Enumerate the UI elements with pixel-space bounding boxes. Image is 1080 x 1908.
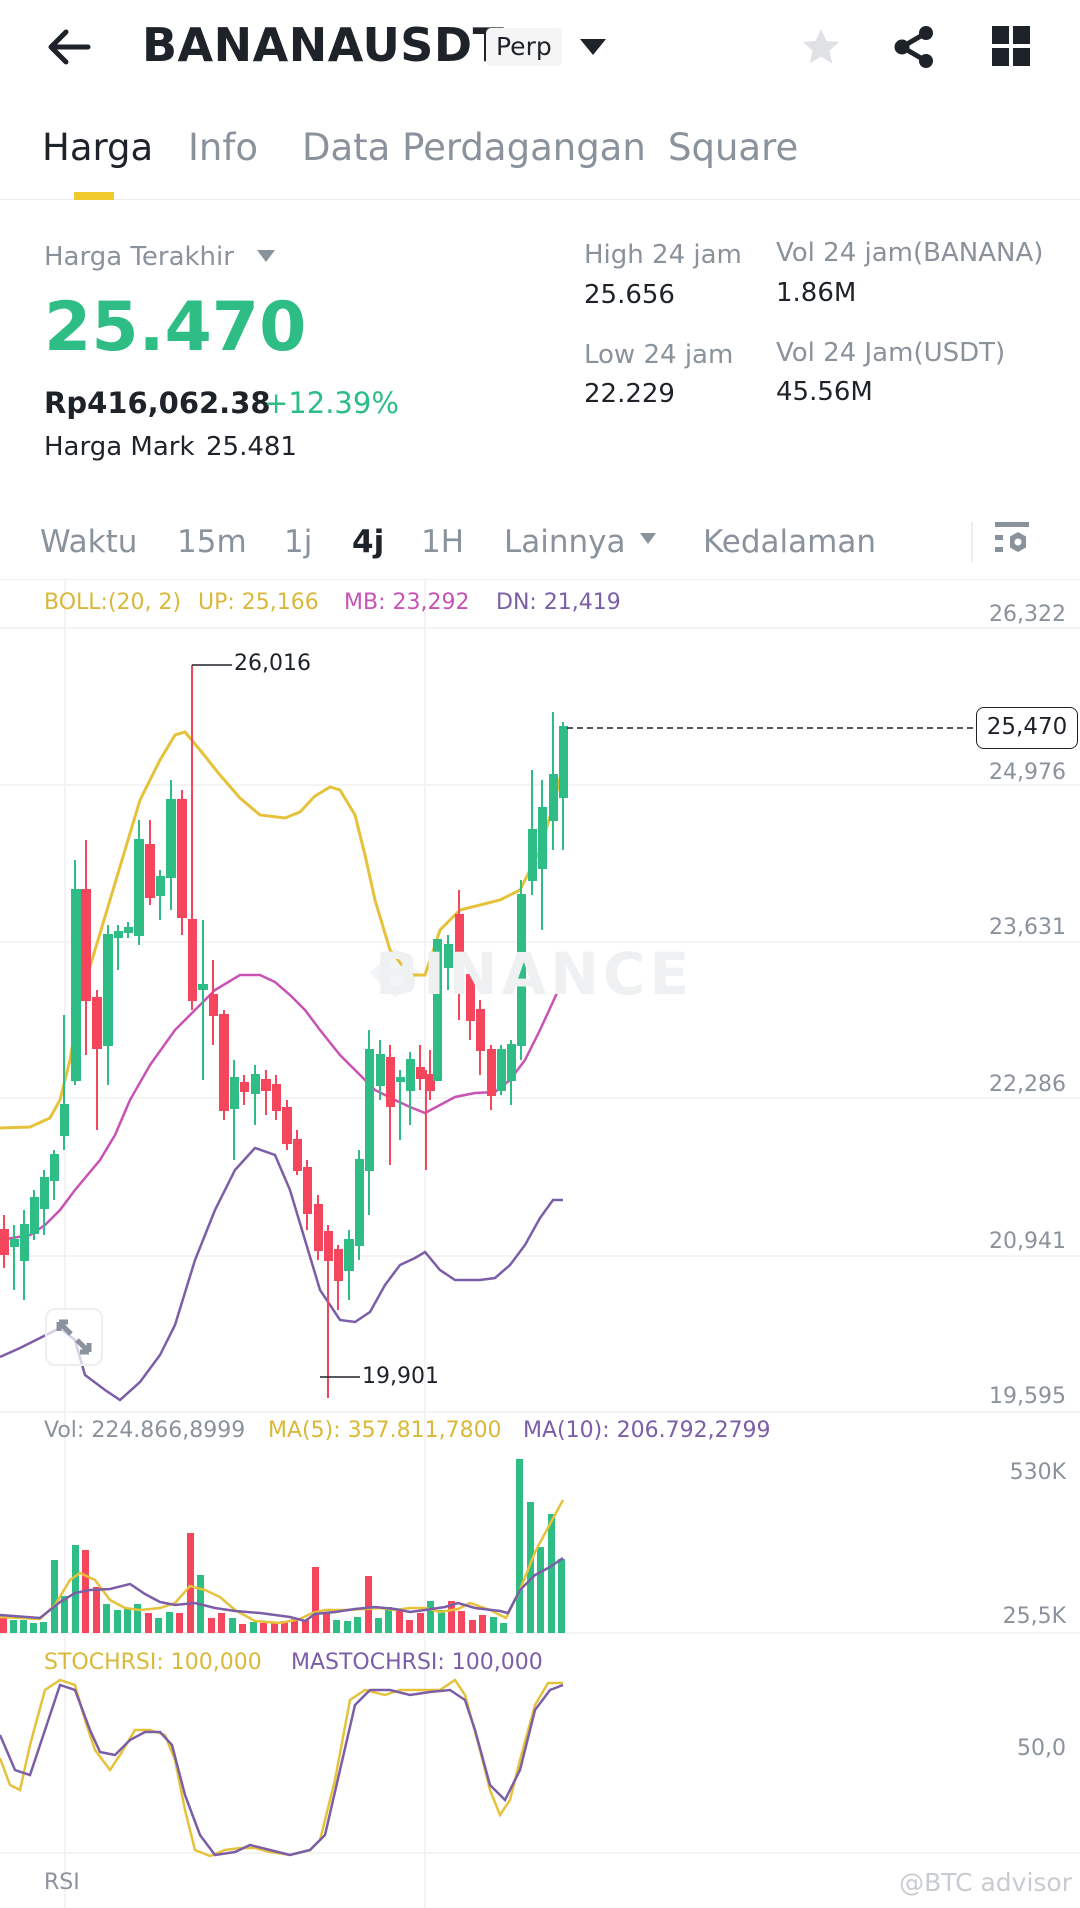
timeframe-1h[interactable]: 1H	[421, 524, 465, 560]
grid-menu-icon	[992, 26, 1030, 66]
more-label: Lainnya	[504, 524, 626, 560]
mark-price-label: Harga Mark	[44, 432, 195, 462]
volume-axis-label: 530K	[1009, 1460, 1066, 1485]
top-bar: BANANAUSDT Perp	[0, 0, 1080, 96]
back-arrow-icon	[48, 29, 91, 65]
low-24h-value: 22.229	[584, 379, 675, 409]
vol-quote-value: 45.56M	[776, 377, 873, 407]
y-axis-label: 22,286	[989, 1072, 1066, 1097]
boll-up-value: UP: 25,166	[198, 590, 319, 615]
mark-price: 25.481	[206, 432, 297, 462]
last-price: 25.470	[44, 288, 307, 367]
low-marker-label: 19,901	[362, 1364, 439, 1389]
mastochrsi-legend: MASTOCHRSI: 100,000	[291, 1650, 543, 1675]
stochrsi-axis-label: 50,0	[1017, 1736, 1066, 1761]
y-axis-label: 26,322	[989, 602, 1066, 627]
fullscreen-button[interactable]	[45, 1308, 103, 1366]
price-chart[interactable]	[0, 580, 1080, 1908]
stochrsi-legend: STOCHRSI: 100,000	[44, 1650, 262, 1675]
price-change-percent: +12.39%	[264, 386, 399, 420]
depth-tab[interactable]: Kedalaman	[703, 524, 876, 560]
timeframe-waktu[interactable]: Waktu	[40, 524, 138, 560]
last-price-tag: 25,470	[976, 707, 1078, 749]
share-icon	[894, 26, 933, 68]
caret-down-icon	[640, 532, 657, 544]
y-axis-label: 23,631	[989, 915, 1066, 940]
caret-down-icon	[580, 39, 606, 55]
symbol-title[interactable]: BANANAUSDT	[142, 18, 505, 72]
more-menu-button[interactable]	[992, 26, 1030, 66]
volume-axis-label: 25,5K	[1002, 1604, 1066, 1629]
last-price-label: Harga Terakhir	[44, 242, 234, 272]
high-24h-value: 25.656	[584, 280, 675, 310]
high-24h-label: High 24 jam	[584, 240, 742, 270]
timeframe-4j[interactable]: 4j	[352, 524, 385, 560]
credit-watermark: @BTC advisor	[899, 1868, 1072, 1897]
vol-base-label: Vol 24 jam(BANANA)	[776, 238, 1044, 268]
volume-legend: Vol: 224.866,8999	[44, 1418, 246, 1443]
vol-quote-label: Vol 24 Jam(USDT)	[776, 338, 1006, 368]
star-icon	[802, 28, 840, 64]
y-axis-label: 20,941	[989, 1229, 1066, 1254]
volume-ma10-legend: MA(10): 206.792,2799	[523, 1418, 771, 1443]
favorite-button[interactable]	[798, 24, 844, 70]
timeframe-15m[interactable]: 15m	[177, 524, 247, 560]
volume-ma5-legend: MA(5): 357.811,7800	[268, 1418, 502, 1443]
tab-harga[interactable]: Harga	[42, 126, 154, 169]
rsi-indicator-tab[interactable]: RSI	[44, 1870, 80, 1895]
divider	[971, 522, 973, 562]
indicator-settings-icon	[995, 522, 1029, 552]
fiat-price: Rp416,062.38	[44, 386, 271, 420]
high-marker-label: 26,016	[234, 651, 311, 676]
contract-type-badge: Perp	[486, 28, 562, 66]
chart-settings-button[interactable]	[995, 522, 1029, 562]
active-tab-indicator	[74, 192, 114, 200]
boll-legend: BOLL:(20, 2)	[44, 590, 182, 615]
binance-watermark: BINANCE	[375, 940, 693, 1008]
timeframe-bar: Waktu 15m 1j 4j 1H Lainnya Kedalaman	[0, 512, 1080, 580]
boll-mb-value: MB: 23,292	[344, 590, 470, 615]
y-axis-label: 19,595	[989, 1384, 1066, 1409]
tab-data-perdagangan[interactable]: Data Perdagangan	[302, 126, 646, 169]
vol-base-value: 1.86M	[776, 278, 857, 308]
expand-icon	[56, 1319, 92, 1355]
timeframe-1j[interactable]: 1j	[284, 524, 313, 560]
boll-dn-value: DN: 21,419	[496, 590, 621, 615]
back-button[interactable]	[44, 22, 94, 72]
main-tabs: Harga Info Data Perdagangan Square	[0, 120, 1080, 200]
caret-down-icon	[257, 250, 275, 262]
tab-info[interactable]: Info	[188, 126, 259, 169]
timeframe-more-dropdown[interactable]: Lainnya	[504, 524, 657, 560]
last-price-type-dropdown[interactable]	[256, 248, 276, 267]
symbol-dropdown-button[interactable]	[578, 36, 608, 58]
share-button[interactable]	[893, 24, 937, 70]
low-24h-label: Low 24 jam	[584, 340, 734, 370]
y-axis-label: 24,976	[989, 760, 1066, 785]
tab-square[interactable]: Square	[668, 126, 799, 169]
